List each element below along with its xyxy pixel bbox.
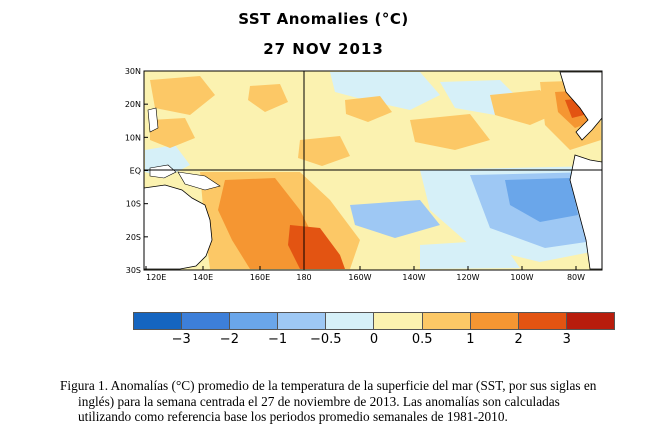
chart-title: SST Anomalies (°C) xyxy=(238,10,409,28)
anomaly-patch xyxy=(505,178,578,222)
anomaly-patch xyxy=(420,240,520,269)
colorbar-swatch xyxy=(230,313,279,329)
lat-tick-label: 10S xyxy=(126,200,141,209)
anomaly-patch xyxy=(298,136,350,166)
colorbar-swatch xyxy=(470,313,519,329)
anomaly-patch xyxy=(150,76,215,115)
colorbar xyxy=(133,312,615,330)
map-field xyxy=(144,71,602,270)
lon-tick-label: 140E xyxy=(193,273,213,282)
anomaly-patch xyxy=(345,96,392,122)
lat-tick-label: 30S xyxy=(126,266,141,275)
lat-tick-label: 30N xyxy=(125,67,141,76)
colorbar-swatch xyxy=(566,313,614,329)
anomaly-patch xyxy=(150,118,195,148)
lon-tick-label: 160E xyxy=(250,273,270,282)
anomaly-patch xyxy=(350,200,440,238)
colorbar-swatch xyxy=(422,313,471,329)
colorbar-label: 1 xyxy=(466,332,475,347)
colorbar-label: −1 xyxy=(268,332,288,347)
colorbar-label: 0.5 xyxy=(411,332,433,347)
colorbar-label: 2 xyxy=(514,332,523,347)
colorbar-swatch xyxy=(134,313,183,329)
colorbar-label: −2 xyxy=(219,332,239,347)
lat-tick-label: 20N xyxy=(125,100,141,109)
chart-date: 27 NOV 2013 xyxy=(263,40,384,58)
lat-tick-label: 20S xyxy=(126,233,141,242)
anomaly-patch xyxy=(330,72,440,110)
colorbar-swatch xyxy=(374,313,423,329)
lon-tick-label: 160W xyxy=(348,273,371,282)
lat-tick-label: 10N xyxy=(125,133,141,142)
colorbar-swatch xyxy=(278,313,327,329)
lon-tick-label: 120W xyxy=(456,273,479,282)
colorbar-swatch xyxy=(518,313,567,329)
axis-ticks: 30N 20N 10N EQ 10S 20S 30S 120E 140E 160E 180 160W 1… xyxy=(125,67,585,282)
lon-tick-label: 80W xyxy=(567,273,585,282)
anomaly-patch xyxy=(248,84,288,112)
colorbar-swatch xyxy=(326,313,375,329)
colorbar-label: 3 xyxy=(562,332,571,347)
land-australia xyxy=(144,184,213,270)
caption-line-1: Figura 1. Anomalías (°C) promedio de la … xyxy=(60,378,597,393)
land-new-guinea xyxy=(177,171,221,191)
caption-line-2: inglés) para la semana centrada el 27 de… xyxy=(78,393,560,409)
figure-caption: Figura 1. Anomalías (°C) promedio de la … xyxy=(60,378,620,425)
lat-tick-label: EQ xyxy=(130,167,141,176)
lon-tick-label: 180 xyxy=(296,273,311,282)
lon-tick-label: 140W xyxy=(402,273,425,282)
anomaly-patch xyxy=(410,114,490,150)
land-philippines xyxy=(147,107,159,133)
anomaly-patch xyxy=(288,225,345,269)
caption-line-3: utilizando como referencia base los peri… xyxy=(78,409,508,424)
land-central-america xyxy=(559,71,602,141)
lon-tick-label: 100W xyxy=(510,273,533,282)
land-south-america xyxy=(569,154,602,270)
colorbar-swatch xyxy=(182,313,231,329)
land-indonesia xyxy=(149,164,177,179)
colorbar-label: −0.5 xyxy=(310,332,342,347)
colorbar-label: −3 xyxy=(171,332,191,347)
lon-tick-label: 120E xyxy=(146,273,166,282)
colorbar-label: 0 xyxy=(369,332,379,347)
